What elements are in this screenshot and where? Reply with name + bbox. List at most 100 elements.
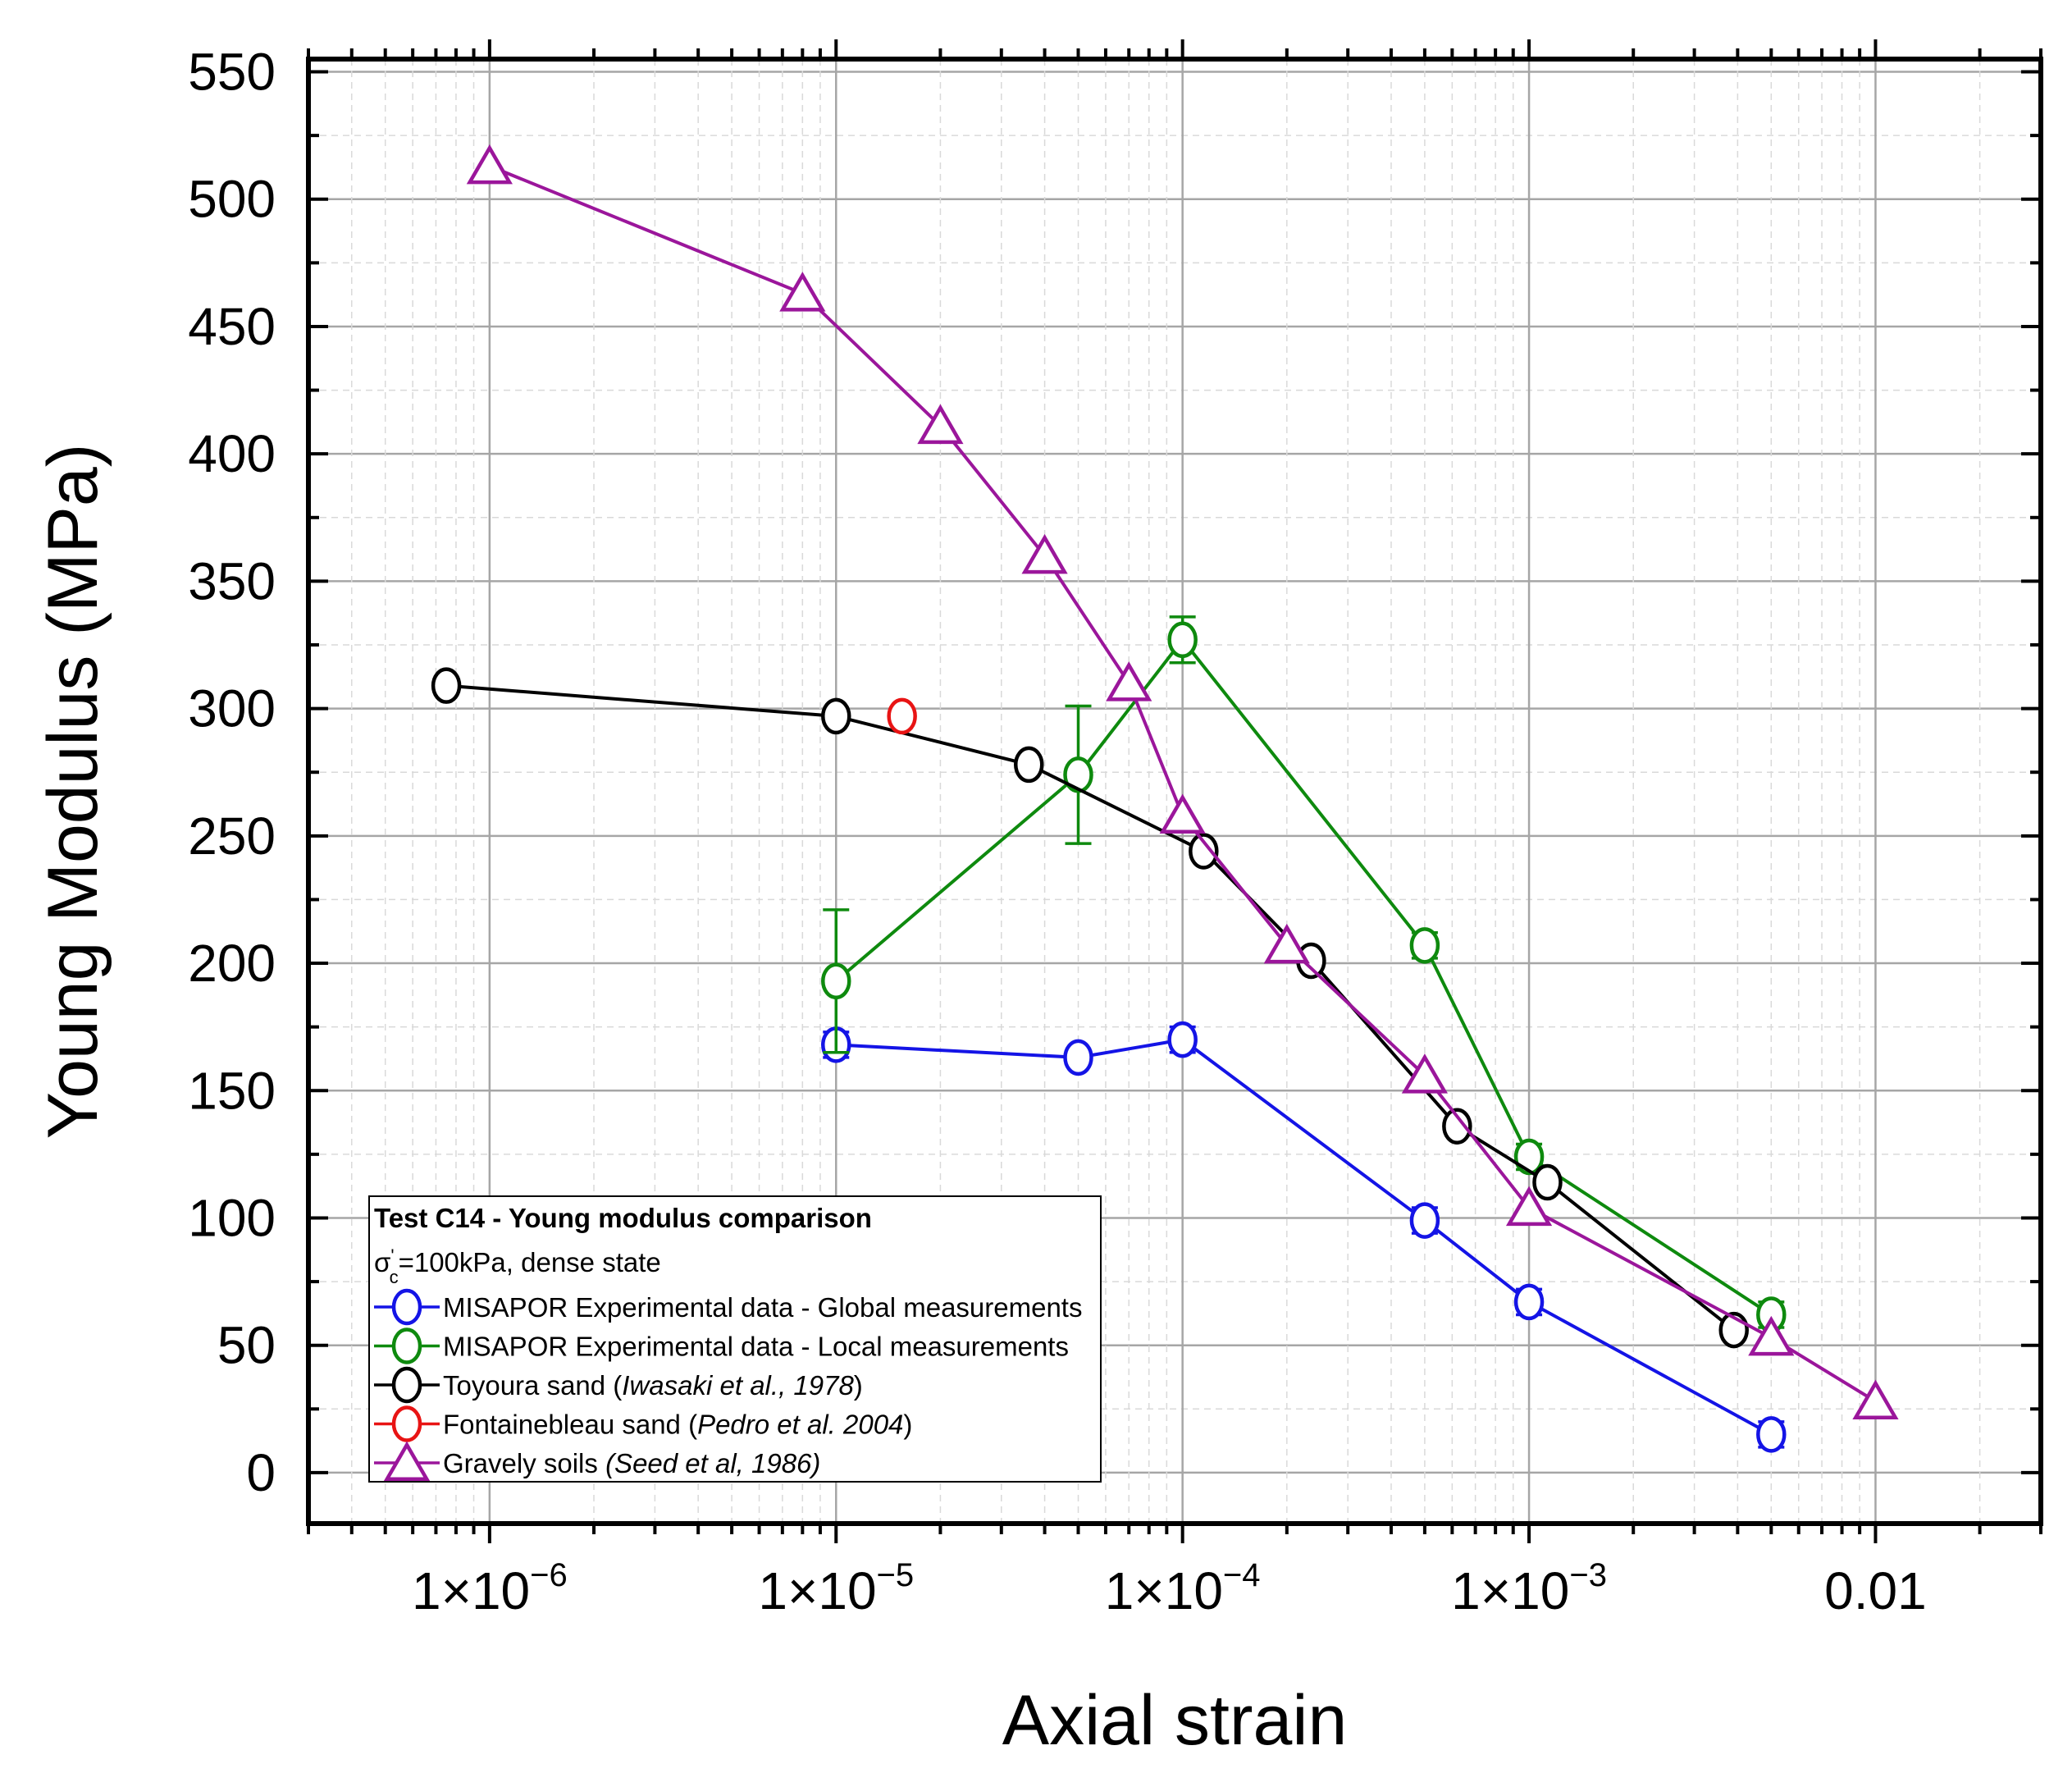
x-tick-label-mantissa: 1×10: [412, 1561, 530, 1620]
data-point: [1401, 1053, 1449, 1094]
y-tick-label: 350: [188, 551, 276, 610]
series-5: [466, 144, 1899, 1420]
y-tick-label: 150: [188, 1061, 276, 1120]
data-point: [1505, 1186, 1553, 1227]
y-tick-label: 300: [188, 679, 276, 738]
legend-entry-5: Gravely soils (Seed et al, 1986): [374, 1441, 820, 1482]
legend-label-text: Fontainebleau sand (: [443, 1410, 697, 1440]
legend-entries: MISAPOR Experimental data - Global measu…: [374, 1288, 1082, 1482]
data-point: [1167, 1021, 1198, 1058]
data-point: [1263, 923, 1310, 964]
y-tick-label: 550: [188, 43, 276, 102]
data-point: [1063, 1039, 1093, 1076]
data-point: [1013, 746, 1044, 784]
legend-subtitle-sup: ': [390, 1245, 394, 1266]
x-tick-label: 1×10−5: [758, 1557, 914, 1620]
x-tick-label-mantissa: 1×10: [758, 1561, 876, 1620]
legend-marker: [391, 1366, 422, 1404]
legend: Test C14 - Young modulus comparison σ' c=…: [368, 1195, 1102, 1483]
series-1: [821, 1021, 1787, 1453]
legend-label-text: Gravely soils: [443, 1448, 605, 1478]
x-tick-label: 1×10−4: [1105, 1557, 1261, 1620]
data-point: [1756, 1416, 1787, 1453]
data-point: [1748, 1315, 1795, 1356]
legend-label: Fontainebleau sand (Pedro et al. 2004): [443, 1410, 912, 1440]
data-point: [1106, 661, 1152, 701]
data-point: [887, 697, 917, 735]
y-tick-label: 400: [188, 424, 276, 483]
x-tick-label-exponent: −4: [1223, 1557, 1261, 1593]
y-tick-labels: 0 50 100 150 200 250 300 350 400 450 500 550: [188, 43, 276, 1502]
legend-entry-2: MISAPOR Experimental data - Local measur…: [374, 1327, 1069, 1364]
data-point: [1852, 1379, 1899, 1420]
data-point: [1532, 1163, 1563, 1201]
data-point: [821, 697, 851, 735]
x-tick-label-mantissa: 1×10: [1451, 1561, 1569, 1620]
x-tick-label-mantissa: 1×10: [1105, 1561, 1223, 1620]
x-axis-title: Axial strain: [1002, 1681, 1348, 1760]
legend-subtitle: σ' c=100kPa, dense state: [374, 1245, 661, 1287]
data-point: [1189, 833, 1219, 870]
legend-entry-1: MISAPOR Experimental data - Global measu…: [374, 1288, 1082, 1326]
y-tick-label: 200: [188, 934, 276, 993]
data-point: [1159, 793, 1206, 834]
legend-label: MISAPOR Experimental data - Global measu…: [443, 1292, 1082, 1323]
x-tick-label-mantissa: 0.01: [1824, 1561, 1927, 1620]
x-tick-label: 1×10−6: [412, 1557, 568, 1620]
data-point: [1513, 1283, 1545, 1321]
legend-label-citation: Iwasaki et al., 1978: [622, 1370, 854, 1401]
data-point: [1442, 1108, 1472, 1145]
y-tick-label: 500: [188, 170, 276, 229]
legend-marker: [383, 1441, 431, 1482]
legend-marker: [391, 1288, 422, 1326]
legend-marker: [391, 1405, 422, 1442]
plot-frame: [306, 57, 2043, 1526]
y-tick-label: 450: [188, 297, 276, 356]
legend-label: MISAPOR Experimental data - Local measur…: [443, 1332, 1069, 1362]
legend-subtitle-sub: c: [390, 1267, 399, 1287]
data-point: [779, 272, 826, 312]
legend-label-text: MISAPOR Experimental data - Local measur…: [443, 1332, 1069, 1362]
legend-title: Test C14 - Young modulus comparison: [374, 1203, 872, 1233]
x-tick-labels: 1×10−6 1×10−5 1×10−4 1×10−3 0.01: [412, 1557, 1927, 1620]
x-tick-label-exponent: −5: [877, 1557, 915, 1593]
data-point: [917, 404, 964, 445]
series-4: [887, 697, 917, 735]
legend-box: [368, 1195, 1102, 1483]
legend-label-suffix: ): [903, 1410, 912, 1440]
x-tick-label-exponent: −6: [530, 1557, 568, 1593]
series-layer: [431, 144, 1899, 1453]
series-2: [821, 615, 1787, 1333]
legend-entry-3: Toyoura sand (Iwasaki et al., 1978): [374, 1366, 863, 1404]
legend-label-suffix: ): [854, 1370, 863, 1401]
y-tick-label: 0: [246, 1443, 276, 1502]
y-tick-label: 100: [188, 1188, 276, 1247]
y-tick-label: 250: [188, 807, 276, 866]
legend-label-citation: (Seed et al, 1986): [605, 1448, 820, 1478]
legend-marker: [391, 1327, 422, 1364]
legend-label-citation: Pedro et al. 2004: [697, 1410, 903, 1440]
legend-label: Gravely soils (Seed et al, 1986): [443, 1448, 820, 1478]
data-point: [466, 144, 513, 185]
legend-entry-4: Fontainebleau sand (Pedro et al. 2004): [374, 1405, 912, 1442]
data-point: [1167, 621, 1198, 659]
data-point: [1021, 533, 1068, 574]
grid: [308, 59, 2042, 1524]
legend-label-text: MISAPOR Experimental data - Global measu…: [443, 1292, 1082, 1323]
data-point: [1409, 1202, 1440, 1239]
series-line: [445, 683, 1735, 1332]
y-axis-title: Young Modulus (MPa): [34, 444, 112, 1140]
data-point: [1409, 927, 1440, 964]
x-tick-label-exponent: −3: [1569, 1557, 1607, 1593]
series-line: [834, 637, 1773, 1317]
x-tick-label: 0.01: [1824, 1561, 1927, 1620]
x-tick-label: 1×10−3: [1451, 1557, 1607, 1620]
series-line: [836, 1038, 1773, 1437]
data-point: [1063, 756, 1093, 793]
series-3: [431, 667, 1749, 1349]
data-point: [821, 962, 851, 1000]
data-point: [431, 667, 462, 704]
legend-label-text: Toyoura sand (: [443, 1370, 622, 1401]
y-tick-label: 50: [217, 1316, 276, 1375]
